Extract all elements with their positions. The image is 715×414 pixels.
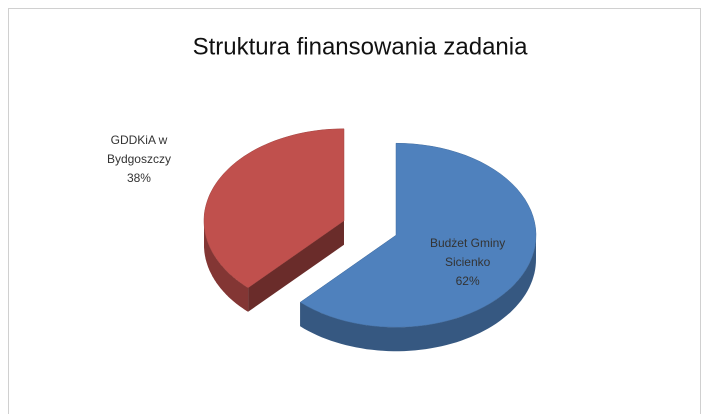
category-label: GDDKiA w Bydgoszczy: [106, 132, 171, 166]
slice: [299, 142, 537, 328]
value-label: 38%: [126, 170, 151, 185]
pie: [203, 128, 537, 352]
chart-frame: [8, 8, 701, 414]
slice-side: [300, 235, 536, 352]
data-label: GDDKiA w Bydgoszczy 38%: [94, 131, 184, 188]
slice: [203, 128, 345, 289]
category-label: Budżet Gminy Sicienko: [429, 236, 506, 270]
data-label: Budżet Gminy Sicienko 62%: [423, 234, 513, 291]
value-label: 62%: [455, 274, 480, 289]
slice-side: [248, 220, 344, 312]
slice-side: [204, 220, 249, 312]
chart-title: Struktura finansowania zadania: [193, 33, 529, 60]
